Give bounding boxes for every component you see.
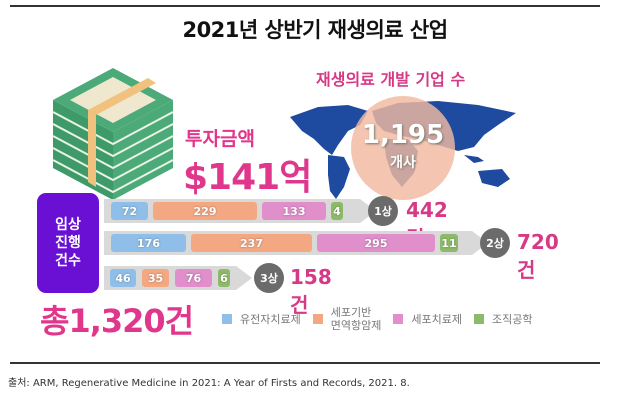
segment-cell-immuno: 229 bbox=[153, 202, 257, 220]
segment-tissue-eng: 6 bbox=[218, 269, 230, 287]
grand-total: 총1,320건 bbox=[40, 302, 194, 340]
legend-swatch bbox=[473, 314, 484, 324]
segment-cell-therapy: 295 bbox=[317, 234, 435, 252]
legend-label: 조직공학 bbox=[491, 312, 533, 326]
segment-tissue-eng: 11 bbox=[440, 234, 458, 252]
source-citation: 출처: ARM, Regenerative Medicine in 2021: … bbox=[8, 378, 410, 389]
segment-cell-therapy: 76 bbox=[175, 269, 212, 287]
legend-label: 세포기반 면역항암제 bbox=[330, 306, 382, 332]
segment-cell-immuno: 237 bbox=[191, 234, 312, 252]
segment-cell-immuno: 35 bbox=[142, 269, 169, 287]
segment-gene-therapy: 72 bbox=[111, 202, 148, 220]
legend-item-cell-therapy: 세포치료제 bbox=[393, 313, 462, 326]
clinical-label-line: 진행 bbox=[55, 235, 81, 251]
phase-badge: 2상 bbox=[480, 228, 510, 258]
phase-badge: 3상 bbox=[254, 263, 284, 293]
world-map-icon bbox=[290, 96, 516, 200]
bottom-rule bbox=[10, 362, 600, 364]
segment-gene-therapy: 46 bbox=[110, 269, 136, 287]
page-title: 2021년 상반기 재생의료 산업 bbox=[182, 18, 448, 42]
companies-unit: 개사 bbox=[390, 155, 416, 171]
legend-swatch bbox=[393, 314, 404, 324]
legend-item-tissue-eng: 조직공학 bbox=[473, 312, 533, 326]
legend: 유전자치료제 세포기반 면역항암제 세포치료제 조직공학 bbox=[222, 306, 544, 332]
phase-badge: 1상 bbox=[368, 196, 398, 226]
phase-total: 158건 bbox=[290, 265, 332, 317]
clinical-label-line: 임상 bbox=[55, 217, 81, 233]
clinical-trials-label: 임상 진행 건수 bbox=[37, 193, 99, 293]
money-stack-icon bbox=[52, 68, 174, 200]
legend-swatch bbox=[222, 314, 232, 324]
segment-gene-therapy: 176 bbox=[111, 234, 186, 252]
segment-tissue-eng: 4 bbox=[331, 202, 343, 220]
companies-value: 1,195 bbox=[361, 120, 445, 150]
legend-label: 세포치료제 bbox=[411, 312, 462, 326]
legend-swatch bbox=[312, 314, 323, 324]
phase-total: 720건 bbox=[517, 230, 559, 282]
investment-value: $141억 bbox=[183, 157, 312, 198]
investment-label: 투자금액 bbox=[185, 128, 255, 150]
row-arrow bbox=[236, 266, 252, 290]
legend-item-cell-immuno: 세포기반 면역항암제 bbox=[312, 306, 382, 332]
top-rule bbox=[10, 5, 600, 7]
legend-label: 유전자치료제 bbox=[240, 312, 301, 326]
companies-label: 재생의료 개발 기업 수 bbox=[316, 70, 466, 89]
clinical-label-line: 건수 bbox=[55, 253, 81, 269]
legend-item-gene-therapy: 유전자치료제 bbox=[222, 313, 301, 326]
segment-cell-therapy: 133 bbox=[262, 202, 326, 220]
